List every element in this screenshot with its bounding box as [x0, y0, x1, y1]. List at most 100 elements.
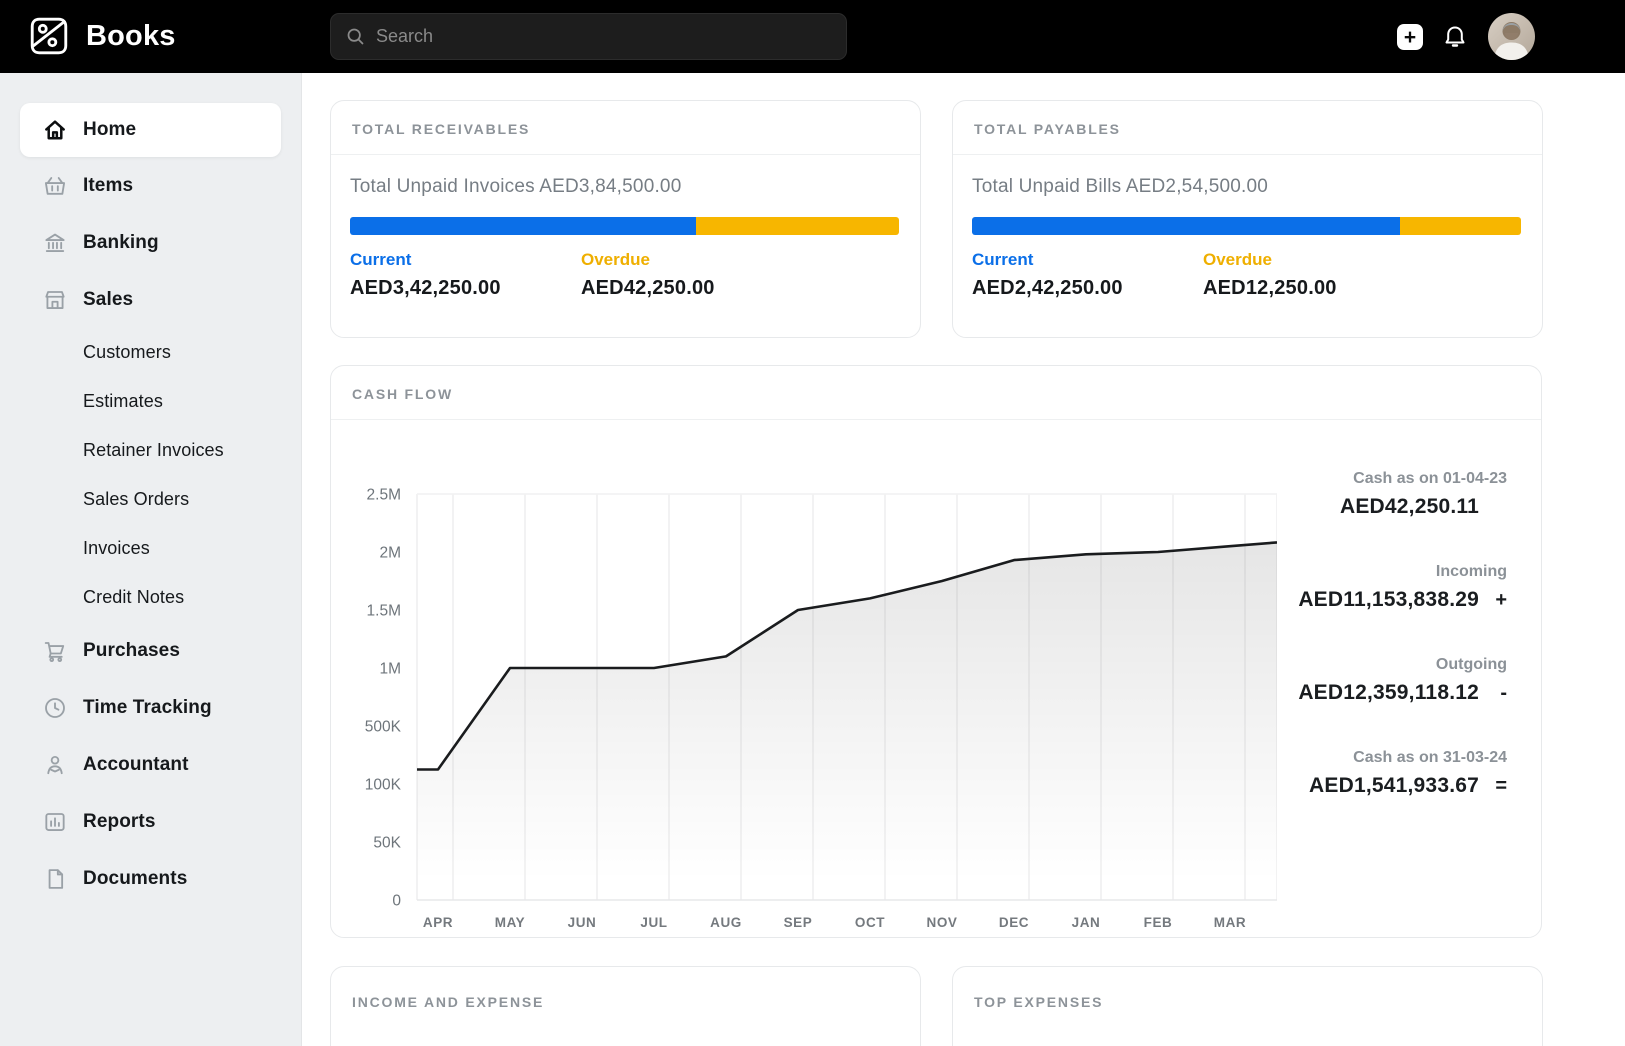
- sidebar-item-customers[interactable]: Customers: [20, 328, 281, 377]
- stat-label: Outgoing: [1435, 656, 1507, 673]
- home-icon: [42, 117, 68, 143]
- search-input[interactable]: [376, 26, 832, 47]
- receivables-overdue-value: AED42,250.00: [581, 277, 715, 299]
- sidebar-item-label: Customers: [83, 342, 171, 362]
- stat-operator: -: [1500, 682, 1507, 704]
- cash-flow-stats: Cash as on 01-04-23 AED42,250.11 Incoming A…: [1241, 470, 1541, 798]
- cash-flow-chart: APR MAY JUN JUL AUG SEP OCT NOV DEC JAN FEB MAR 0 50K…: [331, 468, 1278, 938]
- cash-flow-area-chart: APR MAY JUN JUL AUG SEP OCT NOV DEC JAN FEB MAR 0 50K…: [365, 487, 1278, 930]
- stat-value: AED42,250.11: [1339, 495, 1479, 518]
- sidebar-item-banking[interactable]: Banking: [20, 214, 281, 271]
- payables-bar-overdue: [1400, 217, 1521, 235]
- sidebar-item-time-tracking[interactable]: Time Tracking: [20, 679, 281, 736]
- payables-bar-current: [972, 217, 1401, 235]
- receivables-bar-current: [350, 217, 696, 235]
- stat-value: AED11,153,838.29: [1298, 588, 1479, 611]
- sidebar-item-reports[interactable]: Reports: [20, 793, 281, 850]
- document-icon: [42, 866, 68, 892]
- sidebar-item-label: Estimates: [83, 391, 163, 411]
- notifications-bell-icon[interactable]: [1441, 23, 1469, 51]
- person-icon: [42, 752, 68, 778]
- main-content: TOTAL RECEIVABLES Total Unpaid Invoices …: [303, 73, 1625, 1046]
- stat-label: Cash as on 01-04-23: [1353, 470, 1507, 487]
- total-payables-card: TOTAL PAYABLES Total Unpaid Bills AED2,5…: [952, 100, 1543, 338]
- top-expenses-title: TOP EXPENSES: [974, 994, 1104, 1010]
- payables-current-value: AED2,42,250.00: [972, 277, 1123, 299]
- sidebar-item-home[interactable]: Home: [20, 103, 281, 157]
- svg-text:DEC: DEC: [999, 915, 1029, 930]
- sidebar-item-items[interactable]: Items: [20, 157, 281, 214]
- sidebar-item-label: Accountant: [83, 753, 189, 775]
- sidebar-item-label: Invoices: [83, 538, 150, 558]
- payables-summary: Total Unpaid Bills AED2,54,500.00: [972, 176, 1269, 197]
- sidebar-item-label: Credit Notes: [83, 587, 185, 607]
- cash-flow-stat-row: Cash as on 01-04-23 AED42,250.11: [1241, 470, 1507, 519]
- sidebar-item-credit-notes[interactable]: Credit Notes: [20, 573, 281, 622]
- sidebar-item-label: Documents: [83, 867, 188, 889]
- app-logo[interactable]: Books: [26, 13, 176, 59]
- receivables-title: TOTAL RECEIVABLES: [331, 101, 920, 155]
- sidebar-item-label: Banking: [83, 231, 159, 253]
- receivables-summary: Total Unpaid Invoices AED3,84,500.00: [350, 176, 682, 197]
- svg-text:JUL: JUL: [640, 915, 667, 930]
- svg-text:SEP: SEP: [784, 915, 813, 930]
- chart-icon: [42, 809, 68, 835]
- svg-text:0: 0: [392, 893, 401, 910]
- svg-text:JAN: JAN: [1072, 915, 1101, 930]
- user-avatar[interactable]: [1488, 13, 1535, 60]
- stat-value: AED12,359,118.12: [1298, 681, 1479, 704]
- sidebar-item-retainer-invoices[interactable]: Retainer Invoices: [20, 426, 281, 475]
- svg-text:50K: 50K: [373, 835, 401, 852]
- payables-progress-bar: [972, 217, 1521, 235]
- cash-flow-card: CASH FLOW APR MAY JUN JUL AUG SEP OCT NOV DEC JAN…: [330, 365, 1542, 938]
- payables-overdue-value: AED12,250.00: [1203, 277, 1337, 299]
- store-icon: [42, 287, 68, 313]
- sidebar-item-label: Reports: [83, 810, 156, 832]
- sidebar-item-label: Purchases: [83, 639, 181, 661]
- payables-current-label: Current: [972, 250, 1034, 269]
- income-and-expense-title: INCOME AND EXPENSE: [352, 994, 545, 1010]
- sidebar-item-label: Items: [83, 174, 134, 196]
- svg-text:2.5M: 2.5M: [367, 487, 401, 504]
- sidebar-item-documents[interactable]: Documents: [20, 850, 281, 907]
- stat-operator: +: [1495, 589, 1507, 611]
- svg-text:MAY: MAY: [495, 915, 526, 930]
- books-logo-icon: [30, 17, 68, 55]
- svg-text:1M: 1M: [379, 661, 401, 678]
- cash-flow-title: CASH FLOW: [331, 366, 1541, 420]
- svg-text:2M: 2M: [379, 545, 401, 562]
- cash-flow-stat-row: Cash as on 31-03-24 AED1,541,933.67 =: [1241, 749, 1507, 798]
- stat-operator: =: [1495, 775, 1507, 797]
- stat-value: AED1,541,933.67: [1309, 774, 1479, 797]
- sidebar-item-label: Sales: [83, 288, 134, 310]
- search-bar[interactable]: [330, 13, 847, 60]
- sidebar-item-estimates[interactable]: Estimates: [20, 377, 281, 426]
- svg-text:500K: 500K: [365, 719, 402, 736]
- search-icon: [347, 28, 364, 45]
- basket-icon: [42, 173, 68, 199]
- quick-create-button[interactable]: +: [1397, 24, 1423, 50]
- clock-icon: [42, 695, 68, 721]
- sidebar-item-sales[interactable]: Sales: [20, 271, 281, 328]
- stat-label: Cash as on 31-03-24: [1353, 749, 1507, 766]
- topbar: Books +: [0, 0, 1625, 73]
- income-and-expense-card: INCOME AND EXPENSE: [330, 966, 921, 1046]
- receivables-overdue-label: Overdue: [581, 250, 650, 269]
- avatar-image: [1488, 13, 1535, 60]
- cart-icon: [42, 638, 68, 664]
- sidebar-item-invoices[interactable]: Invoices: [20, 524, 281, 573]
- payables-title: TOTAL PAYABLES: [953, 101, 1542, 155]
- svg-text:1.5M: 1.5M: [367, 603, 401, 620]
- receivables-progress-bar: [350, 217, 899, 235]
- receivables-bar-overdue: [695, 217, 899, 235]
- sidebar-item-accountant[interactable]: Accountant: [20, 736, 281, 793]
- sidebar-item-purchases[interactable]: Purchases: [20, 622, 281, 679]
- cash-flow-stat-row: Incoming AED11,153,838.29 +: [1241, 563, 1507, 612]
- brand-name: Books: [86, 19, 176, 52]
- sidebar-item-sales-orders[interactable]: Sales Orders: [20, 475, 281, 524]
- svg-text:OCT: OCT: [855, 915, 885, 930]
- receivables-current-value: AED3,42,250.00: [350, 277, 501, 299]
- sidebar-item-label: Sales Orders: [83, 489, 190, 509]
- bank-icon: [42, 230, 68, 256]
- svg-text:AUG: AUG: [710, 915, 742, 930]
